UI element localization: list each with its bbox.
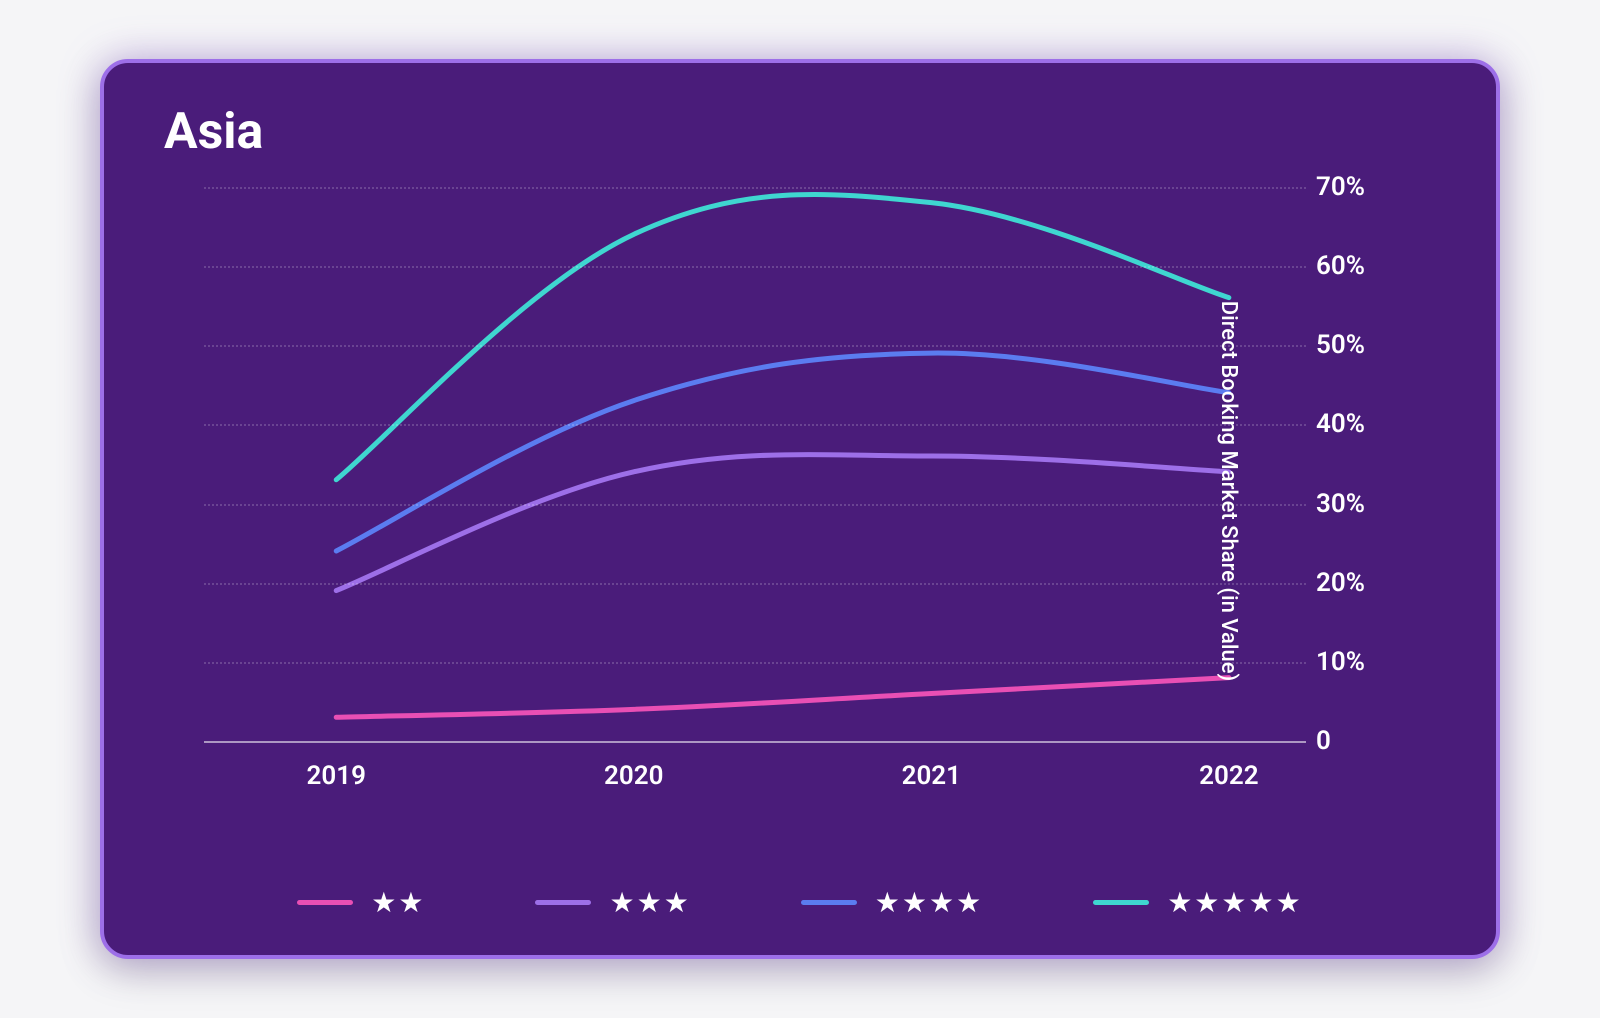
y-tick-label: 70% — [1316, 172, 1376, 202]
y-tick-label: 30% — [1316, 489, 1376, 519]
gridline — [204, 662, 1306, 664]
series-line-2-star — [336, 678, 1229, 718]
gridline — [204, 345, 1306, 347]
y-tick-label: 40% — [1316, 409, 1376, 439]
gridline — [204, 583, 1306, 585]
legend-stars: ★★ — [371, 886, 425, 919]
chart-area: 010%20%30%40%50%60%70% Direct Booking Ma… — [164, 171, 1436, 811]
legend-stars: ★★★★ — [875, 886, 983, 919]
y-tick-label: 20% — [1316, 568, 1376, 598]
gridline — [204, 504, 1306, 506]
y-tick-label: 0 — [1316, 726, 1376, 756]
legend-stars: ★★★ — [609, 886, 690, 919]
chart-title: Asia — [164, 103, 1436, 161]
x-tick-label: 2022 — [1199, 761, 1258, 791]
y-tick-label: 50% — [1316, 330, 1376, 360]
legend: ★★★★★★★★★★★★★★ — [104, 886, 1496, 919]
legend-stars: ★★★★★ — [1167, 886, 1303, 919]
legend-swatch — [297, 900, 353, 905]
y-tick-label: 10% — [1316, 647, 1376, 677]
legend-swatch — [801, 900, 857, 905]
plot-area: 010%20%30%40%50%60%70% — [204, 171, 1306, 741]
x-tick-label: 2021 — [902, 761, 961, 791]
x-tick-label: 2019 — [307, 761, 366, 791]
gridline — [204, 187, 1306, 189]
y-axis-label: Direct Booking Market Share (in Value) — [1215, 301, 1240, 682]
gridline — [204, 741, 1306, 743]
series-line-5-star — [336, 195, 1229, 480]
y-tick-label: 60% — [1316, 251, 1376, 281]
legend-item-3-star: ★★★ — [535, 886, 690, 919]
legend-item-2-star: ★★ — [297, 886, 425, 919]
line-layer — [204, 171, 1306, 741]
gridline — [204, 266, 1306, 268]
legend-item-4-star: ★★★★ — [801, 886, 983, 919]
legend-item-5-star: ★★★★★ — [1093, 886, 1303, 919]
series-line-4-star — [336, 353, 1229, 551]
x-tick-label: 2020 — [604, 761, 663, 791]
legend-swatch — [535, 900, 591, 905]
gridline — [204, 424, 1306, 426]
legend-swatch — [1093, 900, 1149, 905]
chart-card: Asia 010%20%30%40%50%60%70% Direct Booki… — [100, 59, 1500, 959]
